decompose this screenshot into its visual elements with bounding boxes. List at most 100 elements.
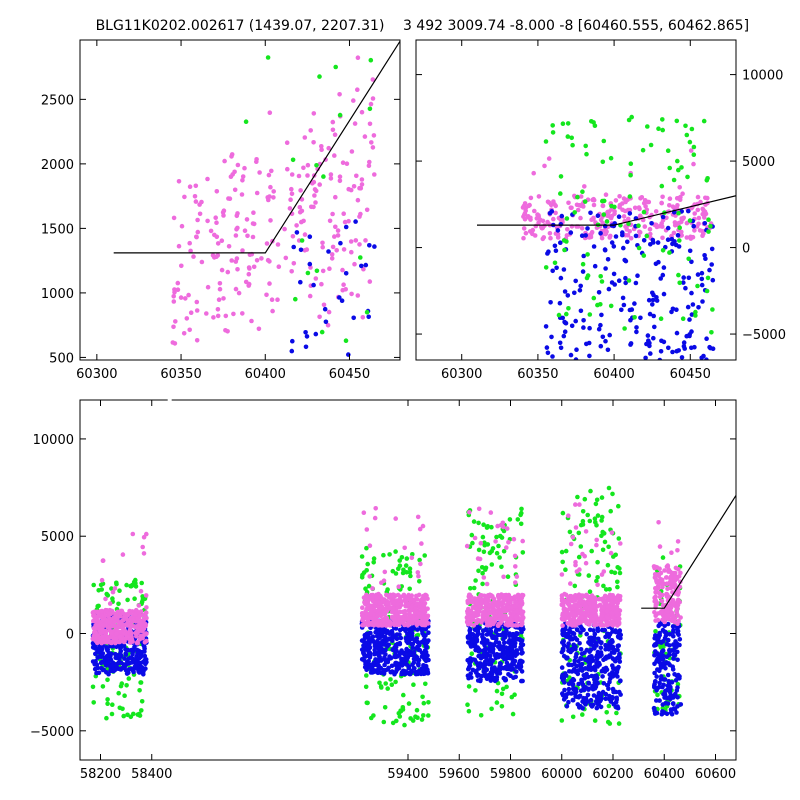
data-point-pink	[175, 287, 181, 293]
data-point-pink	[513, 580, 518, 585]
data-point-pink	[665, 563, 671, 568]
data-point-pink	[577, 502, 582, 507]
data-point-blue	[577, 641, 582, 646]
data-point-blue	[401, 671, 407, 676]
data-point-pink	[578, 194, 584, 199]
data-point-pink	[656, 520, 661, 525]
data-point-pink	[259, 256, 264, 261]
data-point-green	[504, 684, 509, 690]
data-point-blue	[106, 650, 112, 656]
data-point-green	[484, 525, 490, 530]
data-point-pink	[267, 281, 272, 286]
data-point-pink	[660, 582, 665, 588]
data-point-green	[481, 549, 487, 555]
data-point-pink	[319, 147, 324, 152]
data-point-pink	[545, 199, 551, 205]
data-point-blue	[487, 660, 492, 666]
data-point-blue	[468, 671, 474, 676]
data-point-blue	[609, 240, 615, 245]
data-point-green	[583, 143, 588, 149]
data-point-blue	[497, 642, 502, 648]
data-point-blue	[413, 671, 419, 677]
data-point-pink	[605, 209, 611, 215]
data-point-pink	[242, 165, 247, 171]
data-point-blue	[381, 656, 387, 662]
data-point-green	[560, 510, 566, 516]
x-tick-label: 60350	[160, 367, 201, 382]
data-point-pink	[235, 267, 240, 272]
data-point-blue	[616, 643, 621, 648]
data-point-green	[543, 139, 549, 144]
data-point-pink	[112, 619, 117, 624]
data-point-blue	[635, 273, 640, 279]
data-point-pink	[245, 233, 250, 239]
data-point-pink	[478, 604, 484, 609]
data-point-blue	[508, 655, 514, 661]
data-point-pink	[590, 597, 595, 602]
data-point-green	[363, 684, 369, 690]
data-point-pink	[289, 269, 295, 274]
data-point-blue	[620, 232, 625, 238]
data-point-blue	[423, 649, 429, 655]
data-point-green	[139, 708, 144, 713]
data-point-blue	[578, 630, 583, 635]
data-point-green	[627, 194, 633, 199]
data-point-pink	[142, 614, 148, 619]
data-point-green	[667, 165, 672, 171]
data-point-pink	[613, 198, 619, 203]
data-point-green	[636, 223, 641, 228]
y-tick-label: 2500	[41, 93, 74, 108]
data-point-pink	[302, 232, 308, 237]
data-point-green	[118, 683, 124, 689]
data-point-green	[371, 713, 376, 718]
data-point-pink	[229, 258, 234, 263]
data-point-blue	[613, 629, 619, 635]
data-point-pink	[333, 194, 338, 200]
data-point-pink	[679, 216, 684, 221]
data-point-pink	[205, 176, 210, 182]
data-point-green	[420, 694, 425, 700]
data-point-blue	[475, 626, 481, 631]
data-point-green	[393, 549, 398, 554]
data-point-pink	[583, 560, 589, 566]
data-point-green	[98, 582, 104, 588]
data-point-blue	[615, 674, 620, 679]
data-point-pink	[103, 596, 108, 602]
data-point-blue	[497, 661, 503, 666]
data-point-pink	[226, 244, 232, 249]
data-point-pink	[579, 226, 585, 231]
data-point-blue	[670, 349, 675, 355]
data-point-blue	[709, 262, 714, 267]
data-point-blue	[410, 645, 416, 650]
data-point-green	[520, 550, 526, 555]
data-point-blue	[659, 640, 664, 645]
data-point-pink	[361, 510, 367, 515]
data-point-green	[594, 523, 599, 528]
data-point-pink	[513, 614, 519, 620]
data-point-blue	[568, 230, 574, 235]
data-point-green	[552, 260, 558, 266]
data-point-blue	[676, 244, 682, 249]
data-point-pink	[470, 617, 476, 623]
data-point-blue	[425, 669, 431, 674]
data-point-green	[653, 629, 658, 634]
data-point-blue	[112, 667, 118, 673]
data-point-green	[585, 252, 590, 257]
data-point-blue	[375, 667, 381, 673]
data-point-blue	[386, 665, 391, 671]
data-point-pink	[100, 634, 105, 640]
data-point-green	[617, 570, 623, 576]
data-point-blue	[514, 669, 519, 674]
data-point-pink	[290, 234, 296, 239]
data-point-pink	[337, 92, 342, 97]
data-point-pink	[119, 608, 125, 614]
data-point-blue	[638, 315, 643, 321]
data-point-green	[243, 119, 249, 124]
y-tick-label: 10000	[742, 69, 783, 84]
data-point-pink	[100, 627, 105, 633]
data-point-pink	[618, 541, 623, 546]
data-point-blue	[704, 357, 709, 360]
data-point-green	[679, 165, 684, 170]
data-point-blue	[560, 673, 565, 679]
data-point-blue	[396, 666, 402, 671]
